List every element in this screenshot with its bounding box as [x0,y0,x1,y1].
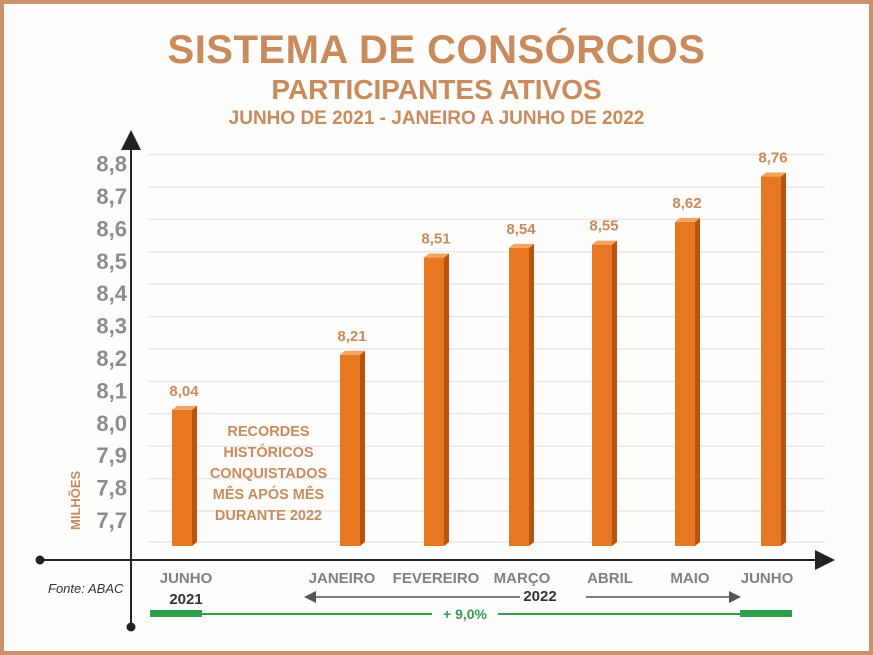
value-labels: 8,04 8,21 8,51 8,54 8,55 8,62 8,76 [169,150,787,400]
category-label: FEVEREIRO [393,570,480,587]
value-label: 8,21 [337,328,366,345]
bar-top [761,172,786,177]
bar-side [781,172,786,546]
grid-lines [148,153,825,543]
bar-top [675,217,700,222]
bar-side [444,253,449,546]
category-label: JUNHO [741,570,794,587]
bar-side [192,405,197,546]
bar-top [509,243,534,248]
bar-7 [761,172,786,546]
value-label: 8,04 [169,383,199,400]
bar-side [529,243,534,546]
y-tick-label: 8,1 [96,378,127,403]
chart-title: SISTEMA DE CONSÓRCIOS [167,28,706,72]
y-tick-label: 7,8 [96,476,127,501]
chart-period: JUNHO DE 2021 - JANEIRO A JUNHO DE 2022 [228,108,645,129]
value-label: 8,62 [672,195,701,212]
y-axis-label: MILHÕES [68,470,83,530]
bar-front [761,176,781,546]
annotation-line: HISTÓRICOS [223,445,314,461]
year-label-2022: 2022 [523,588,556,605]
y-tick-label: 8,4 [96,281,127,306]
category-label: ABRIL [587,570,633,587]
bar-top [340,350,365,355]
bar-side [695,217,700,547]
bar-side [612,240,617,546]
bar-top [592,240,617,245]
axis-origin-dot-bottom [126,622,136,632]
y-tick-label: 8,5 [96,249,127,274]
bar-front [592,244,612,546]
chart-subtitle: PARTICIPANTES ATIVOS [271,74,602,105]
category-label: JANEIRO [309,570,376,587]
bar-front [340,354,360,546]
category-label: MARÇO [494,570,551,587]
bar-top [424,253,449,258]
y-tick-label: 8,2 [96,346,127,371]
bar-2 [340,350,365,546]
growth-marker-start [150,610,202,617]
source-label: Fonte: ABAC [48,581,124,596]
bar-4 [509,243,534,546]
category-labels: JUNHO JANEIRO FEVEREIRO MARÇO ABRIL MAIO JUNHO [160,570,794,587]
annotation-line: MÊS APÓS MÊS [212,487,325,503]
annotation-line: CONQUISTADOS [209,466,328,482]
bar-front [675,221,695,547]
annotation-line: RECORDES [227,424,310,440]
y-tick-labels: 8,8 8,7 8,6 8,5 8,4 8,3 8,2 8,1 8,0 7,9 7,8 7,7 [96,152,127,533]
category-label: JUNHO [160,570,213,587]
annotation-line: DURANTE 2022 [214,508,323,524]
bars [172,172,786,547]
bar-top [172,405,197,410]
bar-6 [675,217,700,547]
value-label: 8,76 [758,150,787,167]
value-label: 8,54 [506,221,536,238]
bar-front [424,257,444,546]
bar-1 [172,405,197,546]
year-label-2021: 2021 [169,591,202,608]
y-tick-label: 8,3 [96,314,127,339]
bar-side [360,350,365,546]
bar-3 [424,253,449,546]
y-tick-label: 7,9 [96,443,127,468]
y-tick-label: 8,7 [96,184,127,209]
bar-front [509,247,529,546]
axis-origin-dot-left [35,555,45,565]
bar-5 [592,240,617,546]
y-tick-label: 8,0 [96,411,127,436]
growth-label: + 9,0% [443,606,488,622]
y-tick-label: 8,8 [96,152,127,177]
growth-marker-end [740,610,792,617]
records-annotation: RECORDES HISTÓRICOS CONQUISTADOS MÊS APÓ… [196,422,341,527]
value-label: 8,55 [589,218,618,235]
category-label: MAIO [670,570,709,587]
value-label: 8,51 [421,231,450,248]
bar-front [172,409,192,546]
y-tick-label: 8,6 [96,216,127,241]
y-tick-label: 7,7 [96,508,127,533]
